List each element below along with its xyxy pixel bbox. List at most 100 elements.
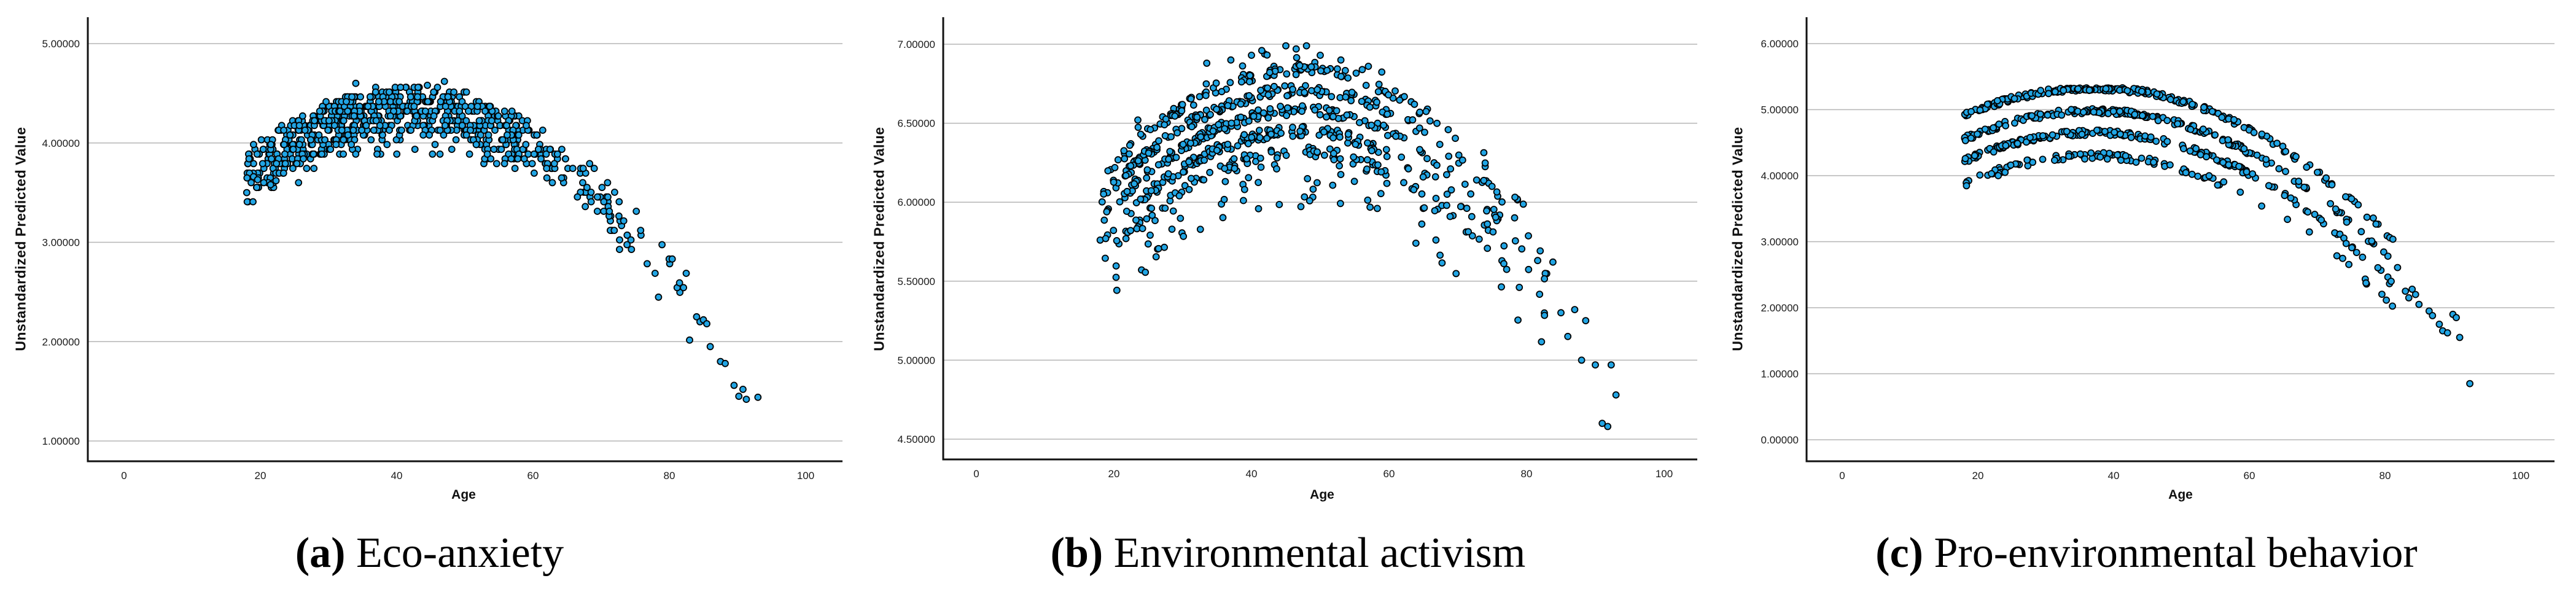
data-point	[1416, 108, 1423, 116]
data-point	[1259, 109, 1267, 117]
data-point	[1228, 119, 1235, 127]
data-point	[281, 150, 289, 158]
data-point	[1148, 205, 1156, 213]
data-point	[1604, 423, 1612, 431]
x-tick-label: 100	[797, 470, 814, 482]
data-point	[1165, 155, 1173, 163]
x-axis-title: Age	[1310, 488, 1334, 502]
y-tick-label: 4.00000	[42, 138, 80, 149]
data-point	[2273, 139, 2281, 147]
data-point	[243, 174, 251, 182]
panel-caption: (b) Environmental activism	[858, 531, 1718, 576]
data-point	[1419, 173, 1427, 181]
data-point	[1264, 114, 1272, 122]
data-point	[2093, 127, 2101, 134]
data-point	[2292, 153, 2300, 160]
data-point	[1127, 162, 1135, 170]
data-point	[1203, 60, 1211, 67]
data-point	[1266, 69, 1274, 76]
data-point	[1264, 91, 1272, 99]
panel-eco-anxiety: 1.00000 2.00000 3.00000 4.00000 5.00000 0 20 40…	[0, 0, 859, 597]
data-point	[2363, 213, 2371, 221]
data-point	[528, 160, 536, 168]
data-point	[1178, 107, 1186, 115]
data-point	[1363, 165, 1371, 173]
data-point	[2240, 145, 2248, 153]
data-point	[318, 150, 325, 158]
data-point	[2117, 156, 2125, 164]
data-point	[1433, 119, 1441, 127]
data-point	[615, 212, 623, 220]
x-tick-label: 60	[1383, 468, 1395, 480]
x-tick-label: 80	[664, 470, 675, 482]
data-point	[253, 184, 261, 192]
data-point	[424, 98, 432, 106]
data-point	[1452, 135, 1459, 142]
data-point	[1201, 115, 1208, 123]
data-point	[1121, 155, 1129, 163]
y-tick-label: 5.00000	[42, 38, 80, 50]
data-point	[2037, 87, 2045, 95]
data-point	[2194, 173, 2201, 180]
data-point	[1257, 163, 1265, 171]
data-point	[1963, 182, 1971, 190]
data-point	[357, 93, 364, 101]
y-tick-label: 6.00000	[1761, 38, 1799, 50]
data-point	[546, 146, 554, 154]
data-point	[1473, 176, 1481, 184]
data-point	[593, 208, 601, 215]
data-point	[2078, 130, 2086, 138]
data-point	[508, 107, 516, 115]
data-point	[1256, 134, 1264, 141]
data-point	[534, 146, 542, 154]
data-point	[293, 160, 301, 168]
data-point	[1541, 311, 1549, 319]
data-point	[1364, 139, 1371, 147]
data-point	[267, 181, 274, 189]
data-point	[372, 117, 380, 125]
data-point	[1167, 133, 1175, 141]
caption-text: Pro-environmental behavior	[1934, 529, 2418, 577]
data-point	[590, 165, 598, 173]
data-point	[2014, 139, 2021, 147]
data-point	[543, 165, 551, 173]
data-point	[1123, 208, 1130, 215]
data-point	[1283, 70, 1291, 78]
data-point	[1350, 153, 1358, 161]
data-point	[1301, 88, 1309, 96]
data-point	[1134, 123, 1142, 131]
data-point	[628, 246, 636, 254]
data-point	[703, 320, 710, 327]
data-point	[1116, 198, 1124, 206]
data-point	[2127, 133, 2135, 141]
data-point	[1358, 98, 1366, 106]
data-point	[1283, 92, 1291, 99]
data-point	[249, 198, 257, 206]
data-point	[1443, 201, 1450, 209]
data-point	[260, 179, 268, 187]
data-point	[531, 169, 538, 177]
data-point	[2051, 88, 2059, 96]
data-point	[1317, 52, 1324, 59]
data-point	[1234, 142, 1242, 150]
y-axis-title: Unstandardized Predicted Value	[871, 127, 887, 351]
data-point	[1377, 190, 1385, 198]
data-point	[1138, 225, 1146, 233]
data-point	[1366, 103, 1374, 111]
data-point	[2076, 150, 2084, 158]
x-tick-label: 40	[2108, 470, 2120, 482]
data-point	[1246, 72, 1254, 79]
data-point	[623, 241, 631, 249]
data-point	[386, 127, 393, 134]
data-point	[1101, 254, 1109, 262]
data-point	[503, 122, 510, 130]
data-point	[500, 160, 508, 168]
data-point	[605, 208, 613, 215]
data-point	[497, 146, 505, 154]
data-point	[1202, 92, 1210, 99]
scatter-points	[1096, 42, 1620, 431]
data-point	[441, 122, 449, 130]
data-point	[2039, 155, 2047, 163]
panel-caption: (a) Eco-anxiety	[0, 531, 859, 576]
